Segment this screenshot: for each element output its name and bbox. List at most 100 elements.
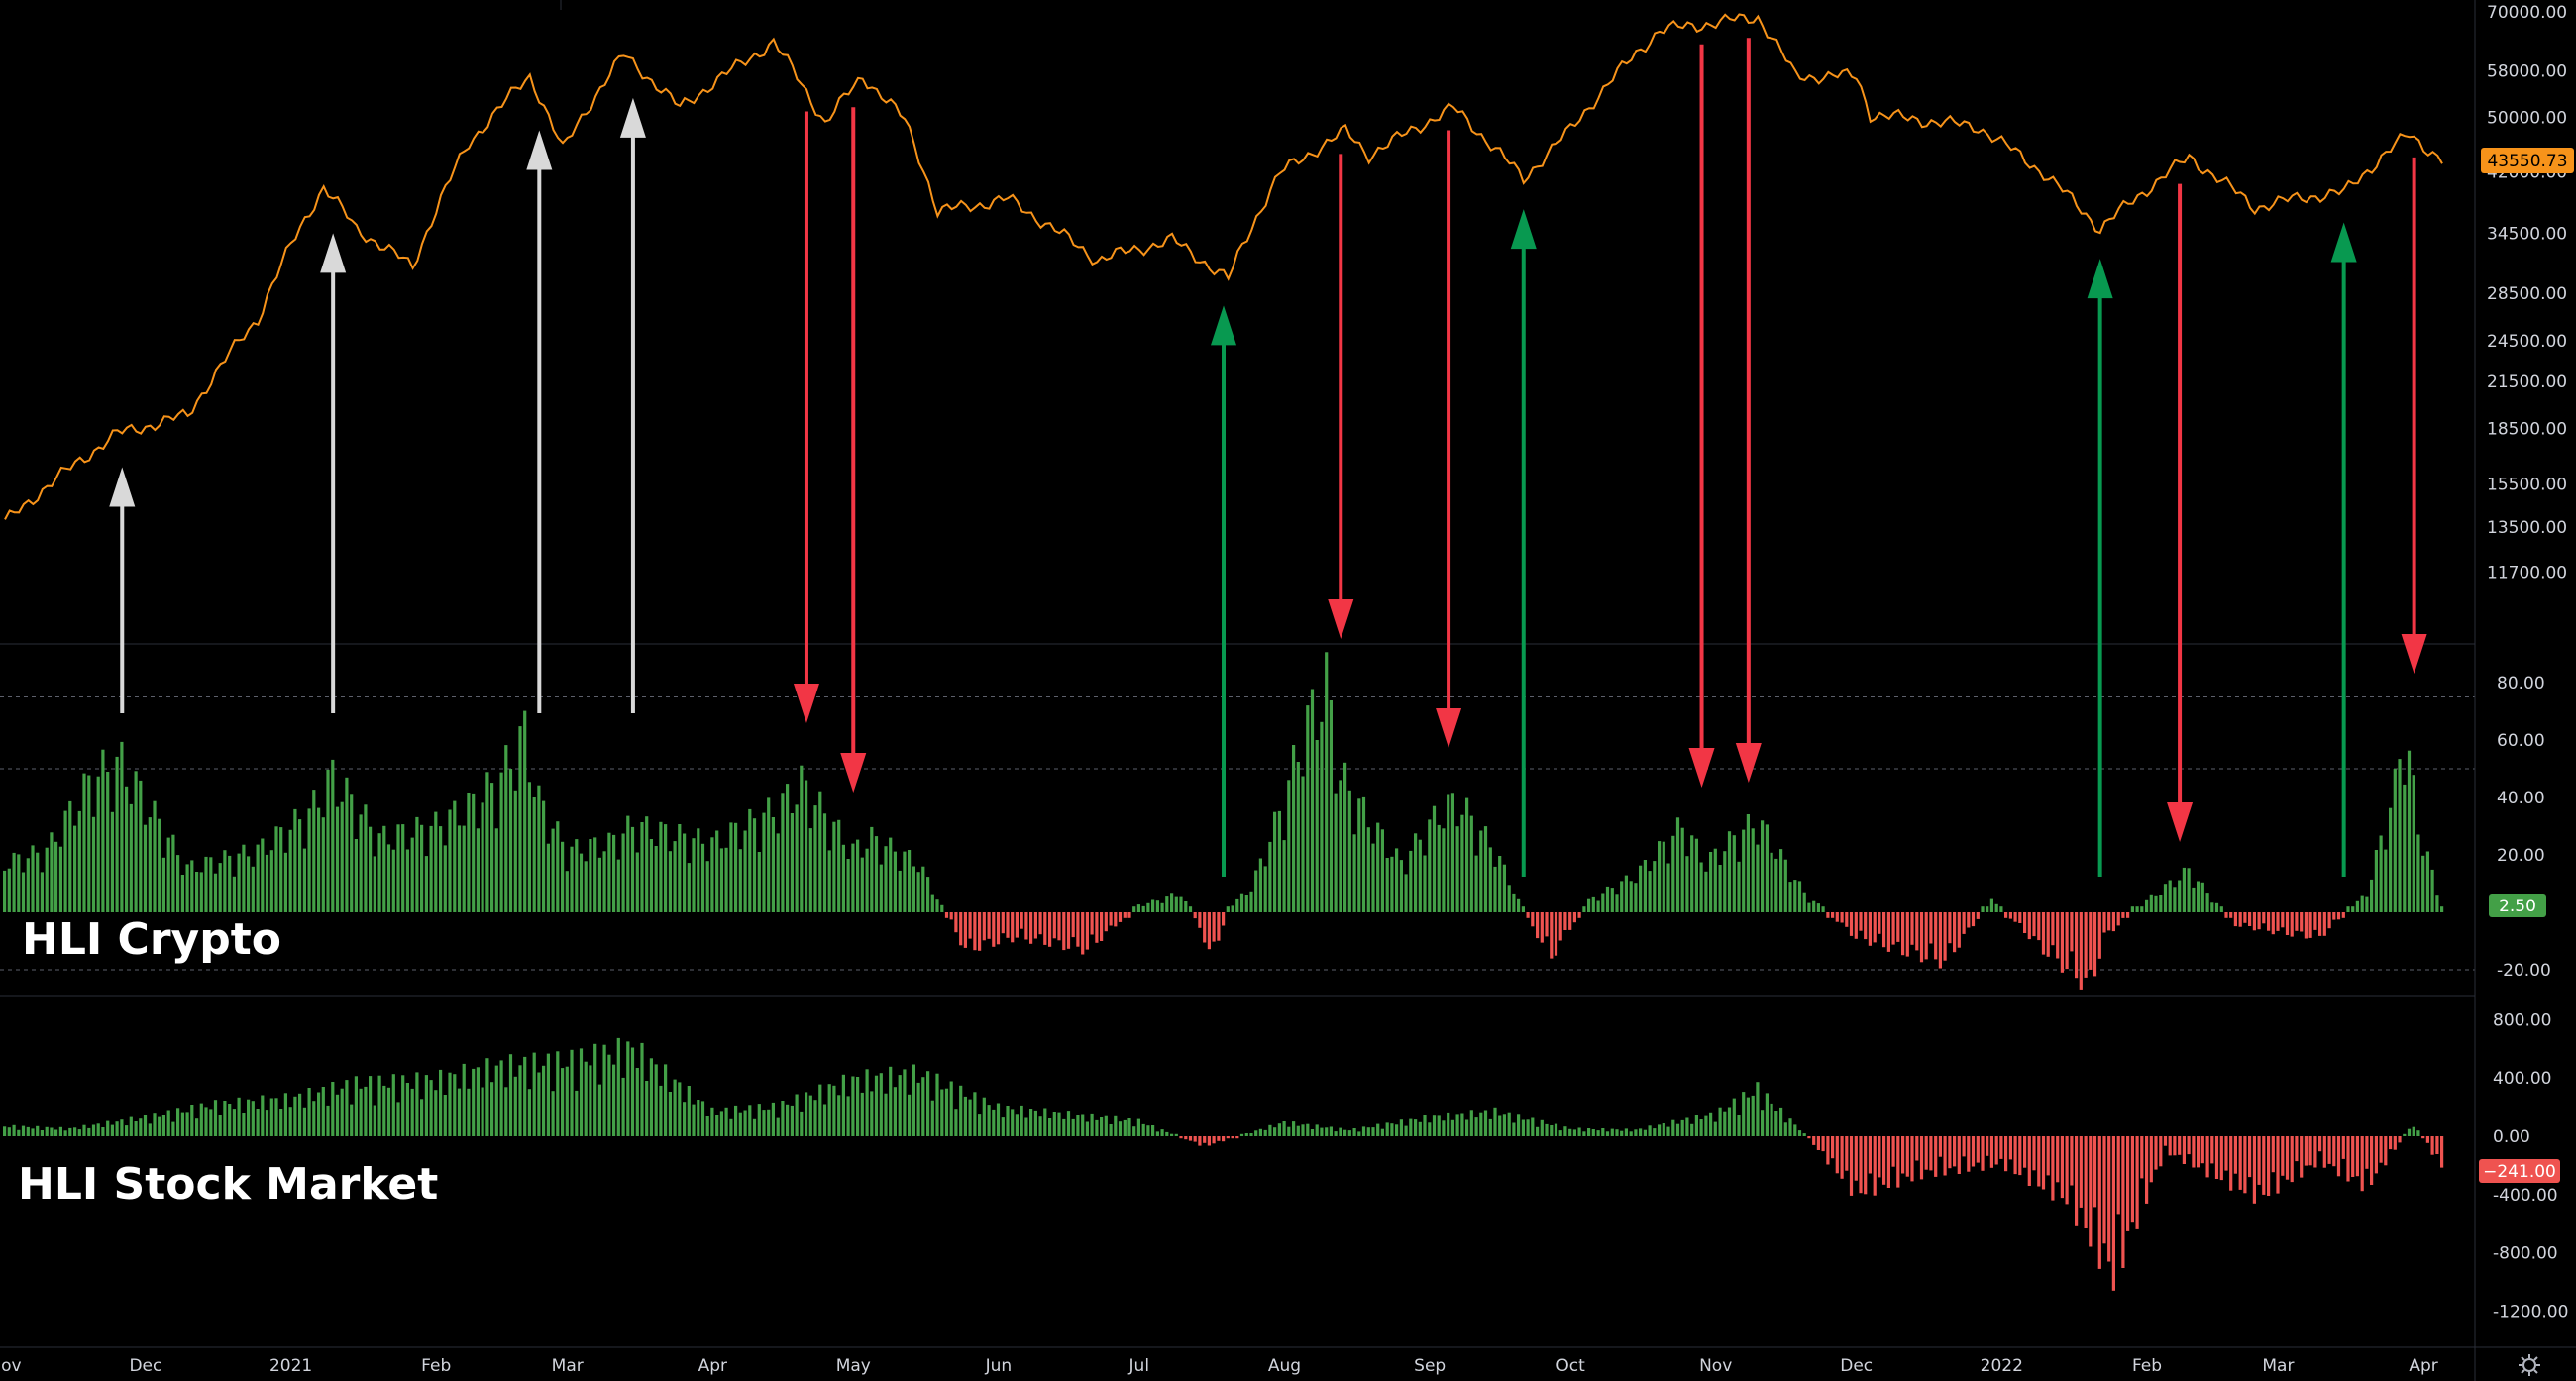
crypto-bar	[908, 850, 912, 912]
stock-bar	[2205, 1136, 2209, 1178]
stock-bar	[724, 1107, 728, 1136]
stock-bar	[771, 1102, 775, 1136]
crypto-bar	[546, 843, 550, 912]
crypto-bar	[1343, 762, 1347, 912]
time-tick-label: Dec	[129, 1356, 161, 1376]
crypto-bar	[410, 837, 414, 912]
crypto-bar	[757, 852, 761, 912]
crypto-bar	[312, 790, 316, 912]
crypto-bar	[2102, 912, 2106, 933]
stock-bar	[2332, 1136, 2336, 1167]
crypto-bar	[1507, 885, 1511, 912]
stock-bar	[96, 1123, 100, 1136]
stock-bar	[369, 1076, 373, 1136]
crypto-bar	[2248, 912, 2252, 926]
crypto-tick-label: 60.00	[2497, 731, 2545, 751]
crypto-bar	[2163, 884, 2168, 912]
stock-axis-ticks: -1200.00 -800.00 -400.00 0.00 400.00 800.00	[2493, 1010, 2568, 1322]
time-tick-label: Sep	[1414, 1356, 1446, 1376]
crypto-bar	[2046, 912, 2050, 957]
stock-bar	[1207, 1136, 1211, 1146]
stock-bar	[2398, 1136, 2402, 1143]
stock-bar	[1062, 1118, 1066, 1136]
stock-bar	[1709, 1112, 1713, 1136]
crypto-bar	[1653, 861, 1657, 912]
time-axis[interactable]: Nov Dec 2021 Feb Mar Apr May Jun Jul Aug Sep Oct Nov…	[0, 1356, 2438, 1376]
stock-bar	[827, 1084, 831, 1136]
stock-bar	[2051, 1136, 2055, 1201]
stock-bar	[1001, 1117, 1005, 1136]
crypto-bar	[678, 824, 682, 912]
crypto-bar	[1886, 912, 1890, 952]
btc-price-panel[interactable]: 11700.00 13500.00 15500.00 18500.00 21500.00…	[0, 0, 2574, 645]
stock-bar	[476, 1067, 480, 1136]
crypto-bar	[2126, 912, 2130, 918]
stock-bar	[987, 1105, 991, 1136]
crypto-bar	[1779, 849, 1783, 912]
gear-icon[interactable]	[2519, 1354, 2540, 1376]
hli-stock-market-panel[interactable]: -1200.00 -800.00 -400.00 0.00 400.00 800.00 H…	[3, 1010, 2568, 1322]
crypto-bar	[2318, 912, 2322, 936]
crypto-bar	[457, 825, 462, 912]
stock-bar	[649, 1058, 653, 1136]
crypto-bar	[959, 912, 963, 946]
stock-bar	[2308, 1136, 2312, 1166]
crypto-bar	[490, 783, 494, 912]
red-down-arrow-head	[1735, 743, 1762, 783]
crypto-bar	[453, 800, 457, 912]
crypto-bar	[1450, 793, 1454, 912]
stock-bar	[879, 1073, 883, 1136]
stock-bar	[2168, 1136, 2172, 1156]
crypto-bar	[1052, 912, 1056, 939]
stock-bar	[930, 1100, 934, 1136]
crypto-bar	[2332, 912, 2336, 920]
crypto-bar	[1732, 835, 1736, 912]
crypto-bar	[963, 912, 967, 948]
crypto-bar	[1479, 830, 1483, 912]
crypto-bar	[424, 856, 428, 912]
crypto-bar	[2295, 912, 2299, 931]
crypto-bar	[1268, 841, 1272, 912]
stock-bar	[1268, 1124, 1272, 1136]
stock-bar	[1287, 1126, 1291, 1136]
crypto-bar	[1062, 912, 1066, 951]
stock-bar	[1239, 1133, 1244, 1136]
stock-bar	[1273, 1127, 1277, 1136]
stock-bar	[1507, 1112, 1511, 1136]
stock-bar	[1395, 1124, 1399, 1136]
stock-bar	[805, 1092, 808, 1136]
crypto-bar	[668, 851, 672, 912]
stock-bar	[1488, 1118, 1492, 1136]
crypto-bar	[2075, 912, 2079, 979]
stock-bar	[912, 1064, 915, 1136]
stock-bars	[3, 1037, 2444, 1291]
crypto-bar	[1761, 820, 1765, 912]
stock-bar	[860, 1092, 864, 1136]
stock-bar	[903, 1069, 907, 1136]
stock-bar	[1465, 1119, 1469, 1136]
crypto-bar	[1910, 912, 1914, 945]
crypto-bar	[331, 759, 335, 912]
crypto-bar	[2281, 912, 2285, 928]
stock-bar	[1380, 1128, 1384, 1136]
crypto-bar	[1071, 912, 1075, 938]
stock-bar	[2243, 1136, 2247, 1194]
stock-bar	[242, 1113, 246, 1136]
crypto-bar	[944, 912, 949, 918]
price-tick-label: 34500.00	[2487, 225, 2567, 245]
stock-bar	[2403, 1133, 2407, 1136]
price-line	[4, 13, 2443, 520]
stock-bar	[1671, 1119, 1675, 1136]
hli-crypto-panel[interactable]: -20.00 20.00 40.00 60.00 80.00 HLI Crypto 2.…	[0, 652, 2551, 997]
stock-bar	[2102, 1136, 2106, 1244]
stock-bar	[1521, 1119, 1525, 1136]
stock-bar	[1601, 1128, 1605, 1136]
stock-bar	[1662, 1123, 1665, 1136]
crypto-bar	[659, 821, 663, 912]
crypto-bar	[40, 872, 44, 912]
crypto-bar	[1948, 912, 1952, 944]
stock-bar	[2032, 1136, 2036, 1171]
stock-bar	[2192, 1136, 2196, 1168]
stock-bar	[415, 1072, 419, 1136]
